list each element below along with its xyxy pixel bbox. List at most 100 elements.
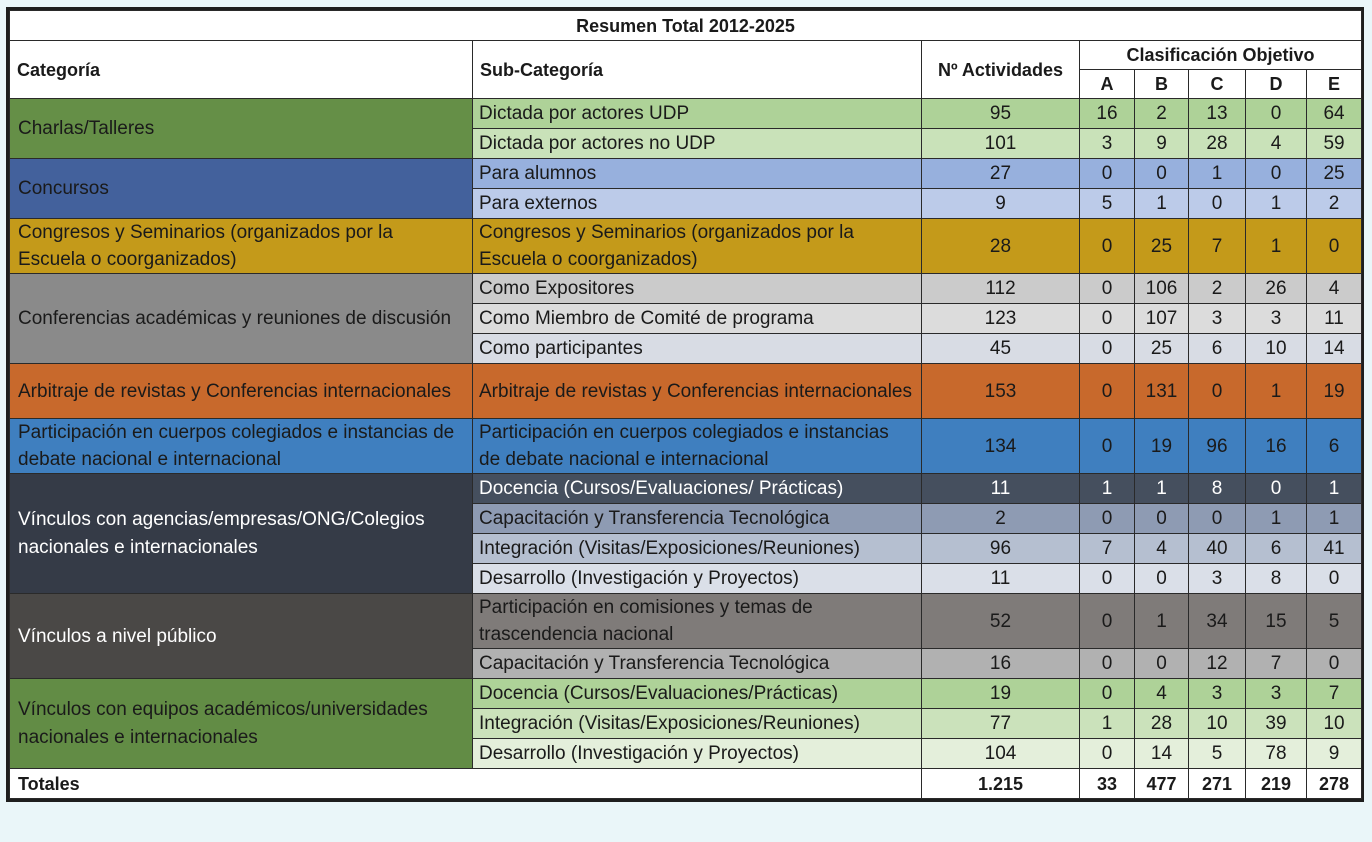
class-d-cell: 0	[1245, 98, 1307, 129]
header-class-c: C	[1188, 69, 1246, 99]
subcategory-cell: Participación en cuerpos colegiados e in…	[472, 418, 922, 474]
totals-class-a: 33	[1079, 768, 1135, 799]
table-row: Concursos Para alumnos 27 0 0 1 0 25	[9, 158, 1363, 219]
subcategory-cell: Para alumnos	[472, 158, 922, 189]
class-d-cell: 7	[1245, 648, 1307, 679]
subcategory-cell: Docencia (Cursos/Evaluaciones/ Prácticas…	[472, 473, 922, 504]
table-title: Resumen Total 2012-2025	[8, 10, 1363, 41]
class-b-cell: 0	[1134, 503, 1189, 534]
table-row: Vínculos con equipos académicos/universi…	[9, 678, 1363, 769]
category-cell: Vínculos con equipos académicos/universi…	[9, 678, 473, 769]
totals-class-c: 271	[1188, 768, 1246, 799]
totals-class-e: 278	[1305, 768, 1363, 799]
class-a-cell: 3	[1079, 128, 1135, 159]
category-cell: Arbitraje de revistas y Conferencias int…	[9, 363, 473, 419]
class-e-cell: 1	[1305, 503, 1363, 534]
subcategory-cell: Dictada por actores no UDP	[472, 128, 922, 159]
class-a-cell: 5	[1079, 188, 1135, 219]
class-b-cell: 107	[1134, 303, 1189, 334]
actividades-cell: 112	[921, 273, 1080, 304]
class-b-cell: 2	[1134, 98, 1189, 129]
class-c-cell: 0	[1188, 503, 1246, 534]
class-e-cell: 64	[1305, 98, 1363, 129]
class-e-cell: 11	[1305, 303, 1363, 334]
class-c-cell: 96	[1188, 418, 1246, 474]
class-a-cell: 0	[1079, 593, 1135, 649]
header-class-a: A	[1079, 69, 1135, 99]
table-row: Como participantes 45 0 25 6 10 14	[10, 333, 1363, 364]
table-row: Vínculos a nivel público Participación en…	[9, 593, 1363, 679]
class-c-cell: 7	[1188, 218, 1246, 274]
class-d-cell: 4	[1245, 128, 1307, 159]
subcategory-cell: Integración (Visitas/Exposiciones/Reunio…	[472, 708, 922, 739]
class-e-cell: 4	[1305, 273, 1363, 304]
subcategory-cell: Docencia (Cursos/Evaluaciones/Prácticas)	[472, 678, 922, 709]
actividades-cell: 104	[921, 738, 1080, 769]
table-row: Participación en cuerpos colegiados e in…	[9, 418, 1363, 474]
class-e-cell: 41	[1305, 533, 1363, 564]
category-cell: Vínculos a nivel público	[9, 593, 473, 679]
class-b-cell: 0	[1134, 648, 1189, 679]
class-a-cell: 0	[1079, 158, 1135, 189]
totals-class-d: 219	[1245, 768, 1307, 799]
class-e-cell: 25	[1305, 158, 1363, 189]
table-row: Congresos y Seminarios (organizados por …	[9, 218, 1363, 274]
class-d-cell: 0	[1245, 473, 1307, 504]
category-cell: Participación en cuerpos colegiados e in…	[9, 418, 473, 474]
class-e-cell: 7	[1305, 678, 1363, 709]
totals-class-b: 477	[1134, 768, 1189, 799]
class-c-cell: 8	[1188, 473, 1246, 504]
class-a-cell: 0	[1079, 218, 1135, 274]
class-b-cell: 4	[1134, 533, 1189, 564]
class-e-cell: 5	[1305, 593, 1363, 649]
subcategory-cell: Integración (Visitas/Exposiciones/Reunio…	[472, 533, 922, 564]
class-c-cell: 6	[1188, 333, 1246, 364]
class-b-cell: 25	[1134, 218, 1189, 274]
class-e-cell: 0	[1305, 648, 1363, 679]
class-b-cell: 131	[1134, 363, 1189, 419]
category-cell: Congresos y Seminarios (organizados por …	[9, 218, 473, 274]
subcategory-cell: Congresos y Seminarios (organizados por …	[472, 218, 922, 274]
class-a-cell: 0	[1079, 738, 1135, 769]
class-d-cell: 3	[1245, 678, 1307, 709]
table-row: Como Miembro de Comité de programa 123 0 10…	[10, 303, 1363, 334]
class-e-cell: 59	[1305, 128, 1363, 159]
actividades-cell: 9	[921, 188, 1080, 219]
class-b-cell: 106	[1134, 273, 1189, 304]
actividades-cell: 2	[921, 503, 1080, 534]
class-e-cell: 19	[1305, 363, 1363, 419]
header-subcategoria: Sub-Categoría	[472, 40, 922, 99]
header-class-b: B	[1134, 69, 1189, 99]
subcategory-cell: Como Expositores	[472, 273, 922, 304]
actividades-cell: 11	[921, 473, 1080, 504]
subcategory-cell: Capacitación y Transferencia Tecnológica	[472, 503, 922, 534]
table-row: Capacitación y Transferencia Tecnológica…	[10, 503, 1363, 534]
table-row: Desarrollo (Investigación y Proyectos) 10…	[10, 738, 1363, 769]
table-row: Capacitación y Transferencia Tecnológica…	[10, 648, 1363, 679]
class-c-cell: 34	[1188, 593, 1246, 649]
subcategory-cell: Como Miembro de Comité de programa	[472, 303, 922, 334]
class-e-cell: 0	[1305, 218, 1363, 274]
class-d-cell: 39	[1245, 708, 1307, 739]
class-d-cell: 26	[1245, 273, 1307, 304]
category-cell: Conferencias académicas y reuniones de d…	[9, 273, 473, 364]
class-c-cell: 40	[1188, 533, 1246, 564]
class-c-cell: 28	[1188, 128, 1246, 159]
class-d-cell: 3	[1245, 303, 1307, 334]
class-d-cell: 10	[1245, 333, 1307, 364]
class-e-cell: 10	[1305, 708, 1363, 739]
class-b-cell: 1	[1134, 473, 1189, 504]
table-body: Charlas/Talleres Dictada por actores UDP 9…	[9, 98, 1363, 769]
class-c-cell: 5	[1188, 738, 1246, 769]
table-row: Conferencias académicas y reuniones de d…	[9, 273, 1363, 364]
class-d-cell: 1	[1245, 188, 1307, 219]
actividades-cell: 95	[921, 98, 1080, 129]
summary-table: Resumen Total 2012-2025 Categoría Sub-Ca…	[8, 10, 1363, 799]
actividades-cell: 52	[921, 593, 1080, 649]
subcategory-cell: Desarrollo (Investigación y Proyectos)	[472, 563, 922, 594]
class-a-cell: 0	[1079, 273, 1135, 304]
class-d-cell: 78	[1245, 738, 1307, 769]
subcategory-cell: Dictada por actores UDP	[472, 98, 922, 129]
class-a-cell: 0	[1079, 418, 1135, 474]
class-d-cell: 1	[1245, 218, 1307, 274]
